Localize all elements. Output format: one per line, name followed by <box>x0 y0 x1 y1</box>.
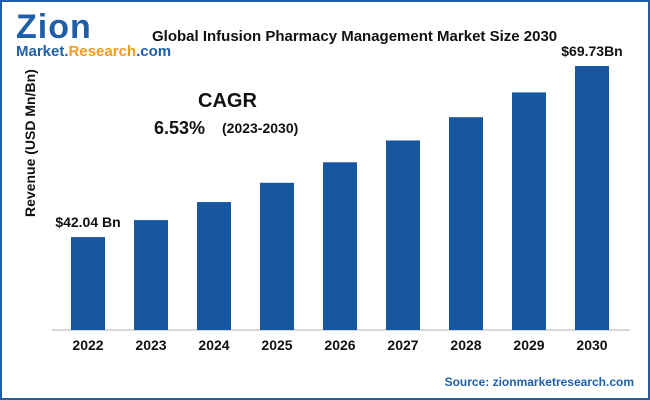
source-text: zionmarketresearch.com <box>492 375 634 389</box>
logo-subtitle: Market.Research.com <box>16 43 171 60</box>
logo-sub-main: Market. <box>16 43 69 60</box>
x-tick-2023: 2023 <box>135 337 166 353</box>
x-tick-2030: 2030 <box>576 337 607 353</box>
source-label: Source: <box>444 375 490 389</box>
bar-2025 <box>260 182 294 330</box>
source-note: Source: zionmarketresearch.com <box>445 375 634 389</box>
bar-2023 <box>134 220 168 330</box>
bar-2024 <box>197 202 231 330</box>
x-tick-2022: 2022 <box>72 337 103 353</box>
cagr-label: CAGR <box>198 90 257 112</box>
cagr-period: (2023-2030) <box>222 120 299 136</box>
x-tick-2029: 2029 <box>513 337 544 353</box>
bar-2027 <box>386 140 420 330</box>
data-label-2022: $42.04 Bn <box>55 214 120 230</box>
logo-sub-accent: Research <box>68 43 137 60</box>
logo-sub-tail: .com <box>136 43 172 60</box>
bar-2028 <box>449 117 483 330</box>
x-tick-2026: 2026 <box>324 337 355 353</box>
bar-2030 <box>575 66 609 330</box>
bar-2026 <box>323 162 357 330</box>
data-label-2030: $69.73Bn <box>561 43 622 59</box>
zion-logo: Zion Market.Research.com <box>16 8 171 62</box>
bar-2029 <box>512 92 546 330</box>
logo-wordmark: Zion <box>16 8 92 46</box>
x-tick-2027: 2027 <box>387 337 418 353</box>
bar-2022 <box>71 237 105 330</box>
cagr-value: 6.53% <box>154 118 206 138</box>
x-tick-2025: 2025 <box>261 337 292 353</box>
x-tick-2024: 2024 <box>198 337 229 353</box>
x-tick-2028: 2028 <box>450 337 481 353</box>
chart-title: Global Infusion Pharmacy Management Mark… <box>152 28 558 45</box>
